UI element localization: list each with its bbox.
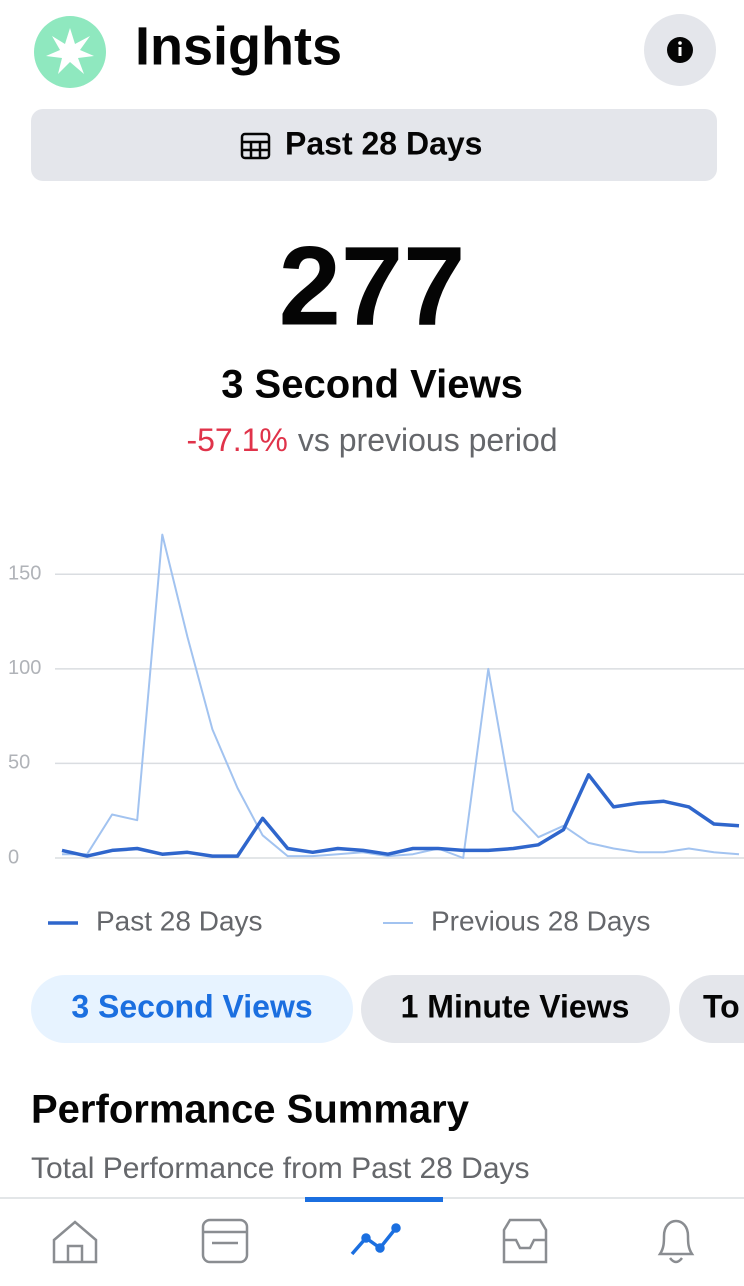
tab[interactable]: 3 Second Views (31, 975, 353, 1043)
line-series (62, 533, 740, 859)
tab[interactable]: To (679, 975, 744, 1043)
metric-change: -57.1% (186, 422, 287, 458)
date-filter-label: Past 28 Days (285, 125, 482, 161)
chart: 0 50 100 150 Past 28 Days Previous 28 Days (8, 533, 744, 936)
nav-posts[interactable] (201, 1218, 249, 1264)
tab-label: To (703, 988, 740, 1024)
info-button[interactable] (644, 14, 716, 86)
date-filter-button[interactable]: Past 28 Days (31, 109, 717, 181)
nav-notifications[interactable] (657, 1219, 695, 1264)
y-tick-label: 150 (8, 563, 41, 585)
tab-label: 1 Minute Views (401, 988, 630, 1024)
tab-label: 3 Second Views (71, 988, 312, 1024)
metric-value: 277 (279, 224, 466, 349)
y-tick-label: 100 (8, 657, 41, 679)
nav-home[interactable] (52, 1220, 98, 1264)
legend-label: Previous 28 Days (431, 905, 650, 936)
y-tick-label: 50 (8, 752, 30, 774)
metric-comparison: vs previous period (298, 422, 558, 458)
line-series (61, 773, 740, 858)
page-avatar[interactable] (34, 16, 106, 88)
section-title: Performance Summary (31, 1088, 470, 1132)
page-title: Insights (135, 16, 342, 76)
metric-label: 3 Second Views (221, 363, 523, 407)
metric-change-line: -57.1% vs previous period (186, 422, 557, 458)
nav-insights[interactable] (350, 1223, 401, 1256)
nav-inbox[interactable] (502, 1218, 548, 1264)
tab[interactable]: 1 Minute Views (361, 975, 670, 1043)
legend-label: Past 28 Days (96, 905, 263, 936)
y-tick-label: 0 (8, 846, 19, 868)
nav-active-indicator (305, 1197, 443, 1202)
section-subtitle: Total Performance from Past 28 Days (31, 1152, 530, 1185)
